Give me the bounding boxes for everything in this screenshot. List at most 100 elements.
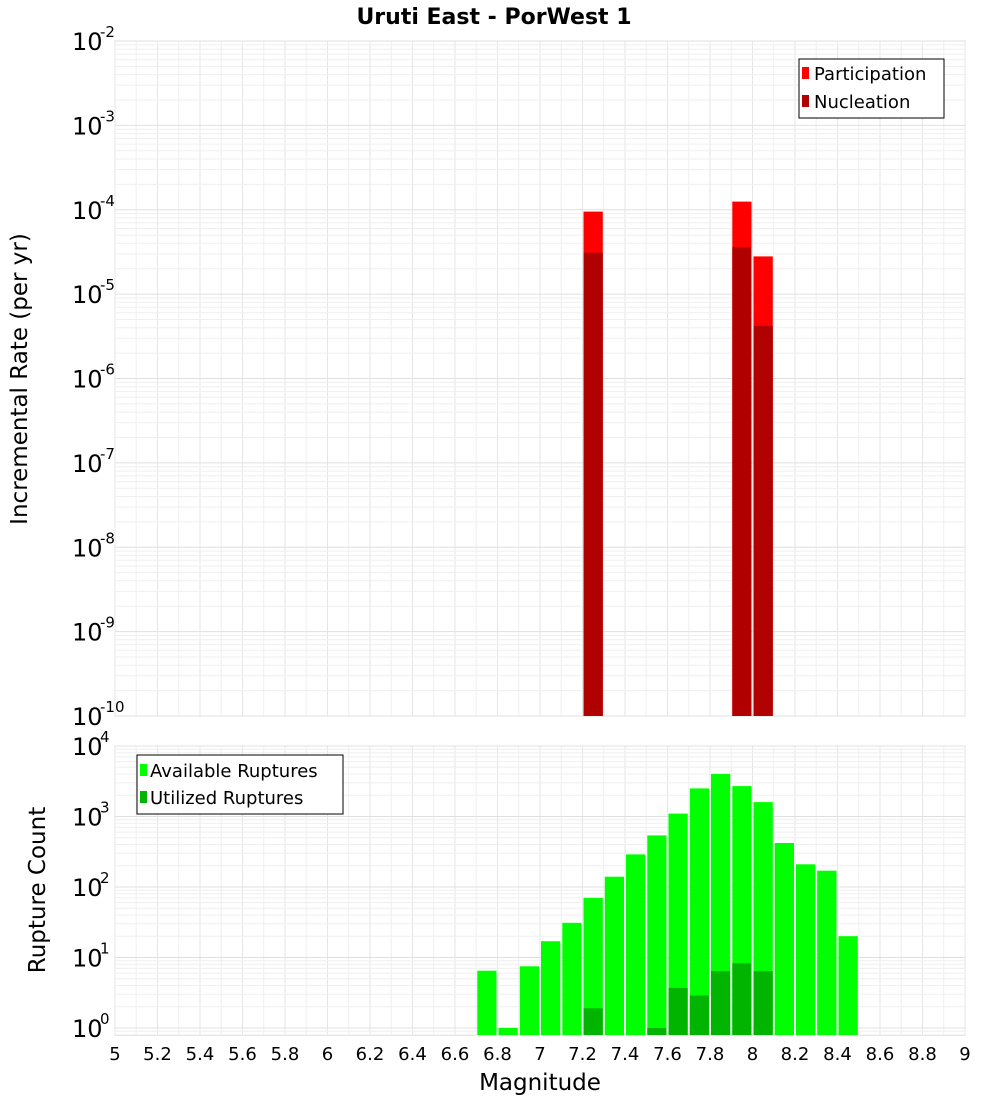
bar-utilized-ruptures: [689, 995, 710, 1035]
y-tick-label: 10: [72, 703, 103, 731]
bar-utilized-ruptures: [753, 971, 773, 1035]
x-tick-label: 7.2: [568, 1044, 597, 1065]
x-tick-label: 5.2: [143, 1044, 172, 1065]
x-tick-label: 8.2: [781, 1044, 810, 1065]
x-tick-label: 5.6: [228, 1044, 257, 1065]
bar-available-ruptures: [796, 864, 816, 1035]
x-tick-label: 6.6: [441, 1044, 470, 1065]
y-tick-label: 10: [72, 366, 103, 394]
y-tick-exponent: -10: [100, 698, 125, 716]
x-tick-label: 6.4: [398, 1044, 427, 1065]
bottom-legend-box: [136, 754, 344, 815]
y-tick-label: 10: [72, 619, 103, 647]
y-tick-label: 10: [72, 874, 103, 902]
bar-available-ruptures: [541, 941, 561, 1035]
bar-available-ruptures: [604, 876, 624, 1035]
bar-nucleation: [732, 247, 752, 716]
y-tick-exponent: 0: [100, 1010, 110, 1028]
y-tick-exponent: -9: [100, 614, 115, 632]
y-tick-label: 10: [72, 197, 103, 225]
x-ticks: 5 5.2 5.4 5.6 5.8 6 6.2 6.4 6.6 6.8 7 7.2 7.4 7.6 7.8 8…: [109, 1044, 970, 1065]
y-tick-exponent: -3: [100, 107, 115, 125]
bar-available-ruptures: [689, 788, 710, 1035]
legend-swatch-available: [140, 764, 147, 776]
top-y-axis-label: Incremental Rate (per yr): [7, 233, 33, 525]
bar-available-ruptures: [583, 897, 603, 1035]
bar-nucleation: [753, 325, 773, 716]
y-tick-exponent: -2: [100, 23, 115, 41]
bar-utilized-ruptures: [583, 1008, 603, 1035]
legend-swatch-utilized: [140, 791, 147, 803]
legend-swatch-nucleation: [802, 95, 809, 107]
y-tick-exponent: 2: [100, 869, 110, 887]
chart-title: Uruti East - PorWest 1: [356, 5, 631, 30]
y-tick-label: 10: [72, 733, 103, 761]
bottom-y-axis-label: Rupture Count: [25, 807, 51, 973]
bottom-legend: Available Ruptures Utilized Ruptures: [136, 754, 344, 815]
bar-available-ruptures: [477, 970, 497, 1035]
x-axis-label: Magnitude: [479, 1070, 601, 1096]
y-tick-label: 10: [72, 804, 103, 832]
bar-utilized-ruptures: [732, 963, 752, 1035]
y-tick-exponent: -5: [100, 276, 115, 294]
top-gridlines: [114, 40, 966, 717]
bar-available-ruptures: [838, 936, 858, 1035]
x-tick-label: 5.8: [271, 1044, 300, 1065]
y-tick-label: 10: [72, 281, 103, 309]
legend-swatch-participation: [802, 67, 809, 79]
y-tick-exponent: 1: [100, 940, 110, 958]
bar-utilized-ruptures: [711, 971, 731, 1035]
y-tick-label: 10: [72, 534, 103, 562]
y-tick-exponent: -7: [100, 445, 115, 463]
y-tick-label: 10: [72, 28, 103, 56]
x-tick-label: 5: [109, 1044, 120, 1065]
bar-available-ruptures: [711, 774, 731, 1035]
bar-utilized-ruptures: [647, 1028, 667, 1035]
bar-utilized-ruptures: [668, 987, 688, 1035]
y-tick-exponent: -8: [100, 529, 115, 547]
x-tick-label: 6: [322, 1044, 333, 1065]
bar-available-ruptures: [817, 870, 837, 1035]
bottom-bars: [477, 774, 858, 1035]
x-tick-label: 8.4: [823, 1044, 852, 1065]
y-tick-label: 10: [72, 945, 103, 973]
bar-available-ruptures: [519, 966, 540, 1035]
x-tick-label: 6.8: [483, 1044, 512, 1065]
y-tick-exponent: -6: [100, 361, 115, 379]
x-tick-label: 7.8: [696, 1044, 725, 1065]
x-tick-label: 7.6: [653, 1044, 682, 1065]
bar-nucleation: [583, 252, 603, 716]
y-tick-exponent: 4: [100, 728, 110, 746]
y-tick-label: 10: [72, 112, 103, 140]
top-legend: Participation Nucleation: [798, 58, 945, 119]
bar-available-ruptures: [626, 854, 646, 1035]
y-tick-exponent: -4: [100, 192, 115, 210]
bar-available-ruptures: [647, 835, 667, 1035]
bar-available-ruptures: [498, 1028, 518, 1035]
y-tick-label: 10: [72, 450, 103, 478]
top-legend-box: [798, 58, 945, 119]
legend-label-utilized: Utilized Ruptures: [150, 788, 303, 809]
bar-available-ruptures: [668, 813, 688, 1035]
top-bars: [583, 201, 773, 717]
x-tick-label: 7: [534, 1044, 545, 1065]
legend-label-participation: Participation: [814, 64, 926, 85]
x-tick-label: 8.8: [908, 1044, 937, 1065]
x-tick-label: 6.2: [356, 1044, 385, 1065]
x-tick-label: 5.4: [186, 1044, 215, 1065]
x-tick-label: 9: [959, 1044, 970, 1065]
y-tick-label: 10: [72, 1015, 103, 1043]
x-tick-label: 8.6: [866, 1044, 895, 1065]
bar-available-ruptures: [774, 843, 794, 1035]
legend-label-available: Available Ruptures: [150, 761, 318, 782]
x-tick-label: 8: [747, 1044, 758, 1065]
legend-label-nucleation: Nucleation: [814, 92, 910, 113]
y-tick-exponent: 3: [100, 799, 110, 817]
x-tick-label: 7.4: [611, 1044, 640, 1065]
bar-available-ruptures: [562, 922, 582, 1035]
